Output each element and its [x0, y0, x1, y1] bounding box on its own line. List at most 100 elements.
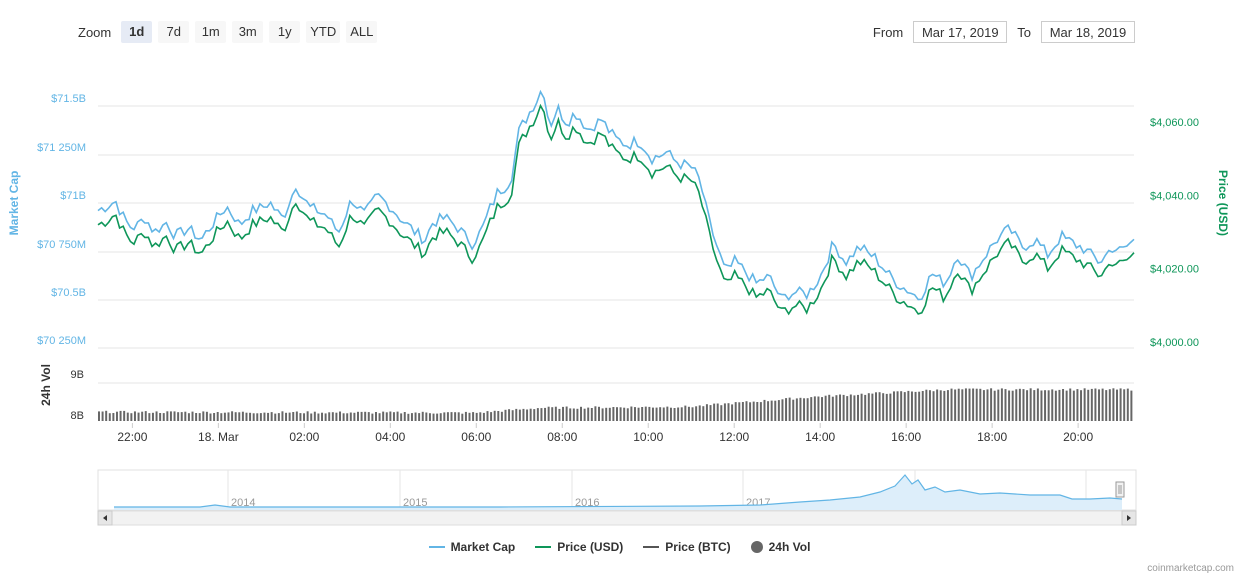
zoom-button-ytd[interactable]: YTD: [306, 21, 341, 43]
navigator[interactable]: 201420152016201720182019: [97, 469, 1137, 526]
price-btc-legend-swatch: [643, 546, 660, 548]
x-axis-ticks: 22:00 18. Mar 02:00 04:00 06:00 08:00 10:00 12:…: [117, 423, 1093, 444]
volume-bar: [662, 407, 665, 421]
credit-link[interactable]: coinmarketcap.com: [1147, 563, 1234, 574]
volume-bar: [925, 389, 928, 421]
to-date-input[interactable]: [1041, 21, 1135, 43]
volume-bar: [774, 400, 777, 421]
volume-bar: [821, 397, 824, 421]
volume-bar: [669, 407, 672, 421]
volume-bar: [1098, 389, 1101, 421]
from-date-input[interactable]: [913, 21, 1008, 43]
volume-bar: [986, 389, 989, 421]
zoom-button-3m[interactable]: 3m: [232, 21, 264, 43]
volume-bar: [346, 413, 349, 421]
volume-bar: [857, 394, 859, 421]
volume-bar: [583, 408, 586, 421]
volume-bar: [907, 390, 910, 421]
volume-bar: [738, 402, 741, 421]
volume-bar: [882, 393, 885, 421]
volume-bar: [687, 406, 690, 421]
volume-bar: [169, 411, 172, 421]
volume-bar: [1087, 389, 1090, 421]
volume-bar: [234, 412, 237, 421]
volume-bar: [875, 392, 877, 421]
volume-bar: [407, 413, 410, 421]
volume-bar: [903, 392, 906, 421]
volume-bar: [191, 411, 194, 421]
legend-item-market-cap[interactable]: Market Cap: [428, 540, 515, 554]
volume-bar: [285, 412, 288, 421]
volume-bar: [896, 391, 899, 421]
volume-bar: [461, 413, 464, 421]
volume-bar: [547, 406, 550, 421]
volume-bar: [231, 411, 234, 421]
zoom-button-1m[interactable]: 1m: [195, 21, 227, 43]
volume-bar: [1072, 390, 1075, 421]
volume-bar: [558, 408, 561, 421]
x-tick-label: 10:00: [633, 430, 663, 444]
left-axis-ticks: $71.5B $71 250M $71B $70 750M $70.5B $70 250M: [37, 93, 86, 347]
volume-bar: [454, 412, 457, 421]
zoom-button-1d[interactable]: 1d: [121, 21, 153, 43]
volume-bar: [518, 409, 521, 421]
volume-bar: [853, 395, 856, 421]
volume-bar: [1029, 388, 1032, 421]
volume-bar: [310, 413, 313, 421]
volume-bar: [587, 407, 590, 421]
legend-item-price-btc[interactable]: Price (BTC): [643, 540, 731, 554]
volume-bar: [443, 412, 446, 421]
legend-label-24h-vol: 24h Vol: [768, 540, 811, 554]
volume-bar: [500, 411, 503, 421]
volume-bar: [263, 412, 266, 421]
zoom-button-all[interactable]: ALL: [346, 21, 378, 43]
navigator-handle[interactable]: [1115, 481, 1125, 498]
volume-bar: [666, 406, 669, 421]
volume-bar: [220, 413, 223, 421]
volume-bar: [968, 388, 971, 421]
volume-bar: [817, 396, 820, 421]
volume-bar: [849, 394, 852, 421]
volume-bar: [299, 413, 302, 421]
volume-bar: [202, 411, 205, 421]
volume-bar: [954, 389, 957, 421]
x-tick-label: 06:00: [461, 430, 491, 444]
navigator-scrollbar[interactable]: [97, 510, 1137, 526]
volume-bar: [763, 399, 766, 421]
volume-bar: [482, 412, 485, 421]
zoom-button-1y[interactable]: 1y: [269, 21, 301, 43]
legend-item-24h-vol[interactable]: 24h Vol: [750, 540, 811, 554]
volume-bar: [439, 413, 442, 421]
volume-bar: [105, 410, 108, 421]
volume-bar: [936, 389, 939, 421]
volume-bar: [673, 408, 676, 421]
volume-bar: [141, 411, 144, 421]
volume-bar: [601, 408, 604, 421]
volume-bar: [159, 413, 162, 421]
volume-bar: [1083, 388, 1086, 421]
right-tick-label: $4,060.00: [1150, 117, 1199, 129]
zoom-button-7d[interactable]: 7d: [158, 21, 190, 43]
volume-bar: [961, 389, 964, 421]
volume-bar: [1004, 389, 1007, 421]
legend-label-price-btc: Price (BTC): [665, 540, 731, 554]
volume-bar: [864, 394, 867, 421]
volume-bar: [619, 407, 622, 421]
volume-bar: [425, 412, 428, 421]
volume-bar: [432, 413, 435, 421]
legend-item-price-usd[interactable]: Price (USD): [535, 540, 623, 554]
volume-legend-swatch: [750, 541, 763, 553]
volume-bar: [306, 411, 309, 421]
volume-bar: [504, 409, 507, 421]
volume-bar: [648, 406, 651, 421]
volume-bar: [1058, 389, 1061, 421]
volume-bar: [137, 412, 140, 421]
volume-bar: [428, 413, 431, 421]
volume-bar: [1126, 388, 1129, 421]
volume-bar: [705, 404, 708, 421]
volume-bar: [126, 412, 129, 421]
volume-bar: [256, 413, 259, 421]
volume-bar: [792, 399, 795, 421]
volume-bar: [892, 391, 895, 421]
volume-bar: [133, 411, 136, 421]
